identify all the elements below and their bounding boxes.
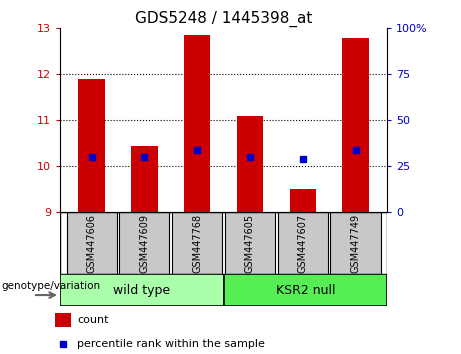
Bar	[278, 212, 328, 274]
Bar	[131, 146, 158, 212]
Text: GSM447607: GSM447607	[298, 214, 308, 273]
Bar	[172, 212, 222, 274]
Text: GSM447749: GSM447749	[350, 214, 361, 273]
Bar	[78, 79, 105, 212]
Text: percentile rank within the sample: percentile rank within the sample	[77, 339, 265, 349]
Text: GSM447609: GSM447609	[139, 214, 149, 273]
Text: GSM447606: GSM447606	[87, 214, 97, 273]
Bar	[224, 274, 387, 306]
Bar	[119, 212, 170, 274]
Title: GDS5248 / 1445398_at: GDS5248 / 1445398_at	[135, 11, 312, 27]
Text: GSM447768: GSM447768	[192, 214, 202, 273]
Bar	[343, 38, 369, 212]
Bar	[225, 212, 275, 274]
Bar	[184, 35, 210, 212]
Bar	[66, 212, 117, 274]
Bar	[60, 274, 224, 306]
Bar	[331, 212, 381, 274]
Text: GSM447605: GSM447605	[245, 214, 255, 273]
Text: genotype/variation: genotype/variation	[1, 280, 100, 291]
Bar	[237, 116, 263, 212]
Text: count: count	[77, 315, 109, 325]
Bar	[55, 313, 71, 327]
Bar	[290, 189, 316, 212]
Text: wild type: wild type	[113, 284, 170, 297]
Text: KSR2 null: KSR2 null	[276, 284, 335, 297]
